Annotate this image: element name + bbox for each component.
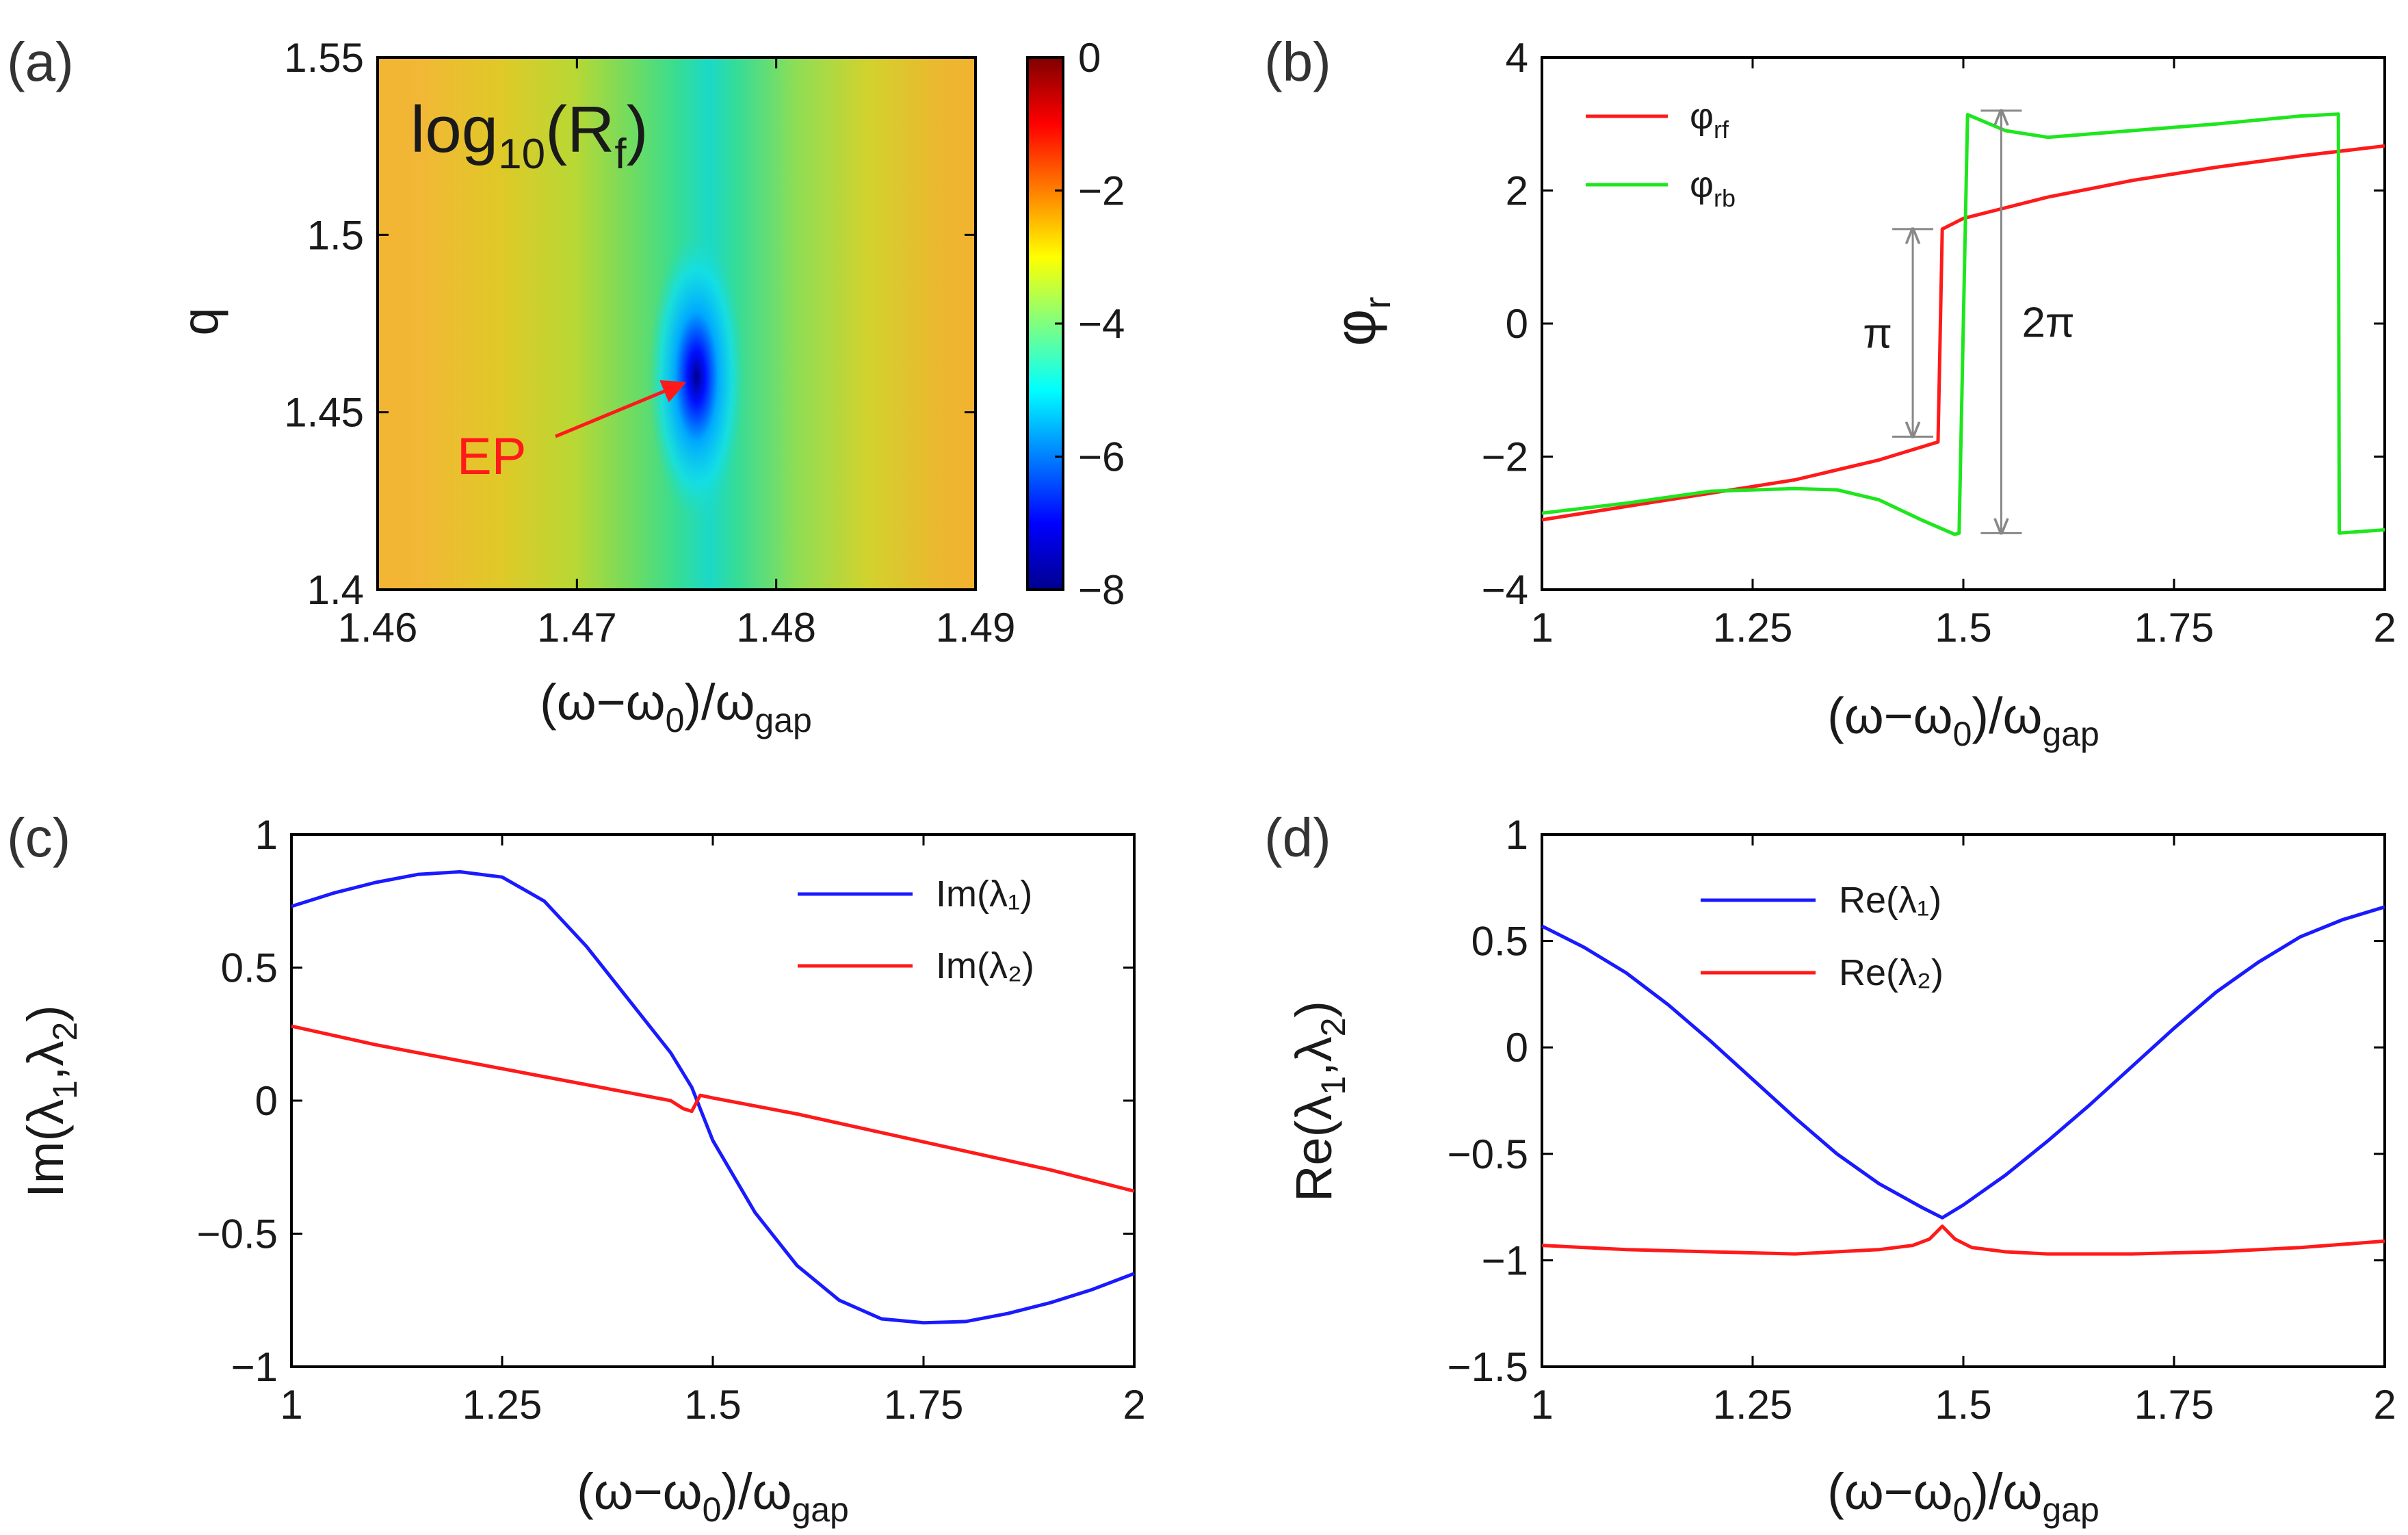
plot-d-series [1541, 905, 2385, 1256]
plot-b-x-tick-label: 2 [2373, 605, 2396, 651]
heatmap-x-tick-label: 1.47 [537, 605, 617, 651]
plot-c-legend: Im(λ₁) Im(λ₂) [798, 874, 1034, 986]
panel-d-label: (d) [1264, 807, 1331, 868]
plot-b-legend: φrf φrb [1586, 96, 1736, 212]
heatmap-x-label: (ω−ω0)/ωgap [540, 674, 812, 739]
heatmap-y-tick-label: 1.45 [284, 390, 364, 436]
legend-phi-rf: φrf [1690, 96, 1729, 144]
plot-c-y-tick-label: −0.5 [197, 1211, 278, 1257]
panel-c: (c) 1 1.25 1.5 1.75 2 1 0.5 0 −0.5 −1 Im(λ₁) Im(λ… [7, 807, 1146, 1529]
plot-c-y-tick-label: 0 [255, 1078, 278, 1124]
colorbar-tick-label: −2 [1078, 168, 1125, 214]
panel-b-label: (b) [1264, 31, 1331, 92]
heatmap-x-tick-label: 1.48 [736, 605, 816, 651]
plot-b-y-tick-label: −4 [1482, 567, 1528, 613]
panel-a: (a) 1.46 1.47 1.48 1.49 1.4 1.45 1.5 1.55 log1… [7, 31, 1125, 739]
plot-b-ticks: 1 1.25 1.5 1.75 2 4 2 0 −2 −4 [1482, 35, 2396, 651]
legend-re-lambda1: Re(λ₁) [1839, 880, 1941, 921]
phase-jump-label: π [1863, 311, 1892, 358]
heatmap-y-label: q [172, 307, 228, 335]
phase-jump-label: 2π [2021, 300, 2074, 347]
colorbar-ticks: 0 −2 −4 −6 −8 [1055, 35, 1125, 613]
heatmap-y-tick-label: 1.55 [284, 35, 364, 81]
heatmap-x-tick-label: 1.49 [936, 605, 1016, 651]
colorbar-tick-label: −6 [1078, 434, 1125, 480]
plot-d-series-2 [1541, 1224, 2385, 1256]
plot-d-x-tick-label: 2 [2373, 1382, 2396, 1428]
panel-d: (d) 1 1.25 1.5 1.75 2 1 0.5 0 −0.5 −1 −1.5 Re(λ₁) … [1264, 807, 2396, 1529]
plot-c-x-tick-label: 1.25 [462, 1382, 542, 1428]
plot-b-x-tick-label: 1.5 [1935, 605, 1991, 651]
plot-d-ticks: 1 1.25 1.5 1.75 2 1 0.5 0 −0.5 −1 −1.5 [1448, 812, 2396, 1428]
heatmap-title: log10(Rf) [410, 93, 649, 178]
plot-d-y-tick-label: −1.5 [1448, 1344, 1528, 1390]
plot-c-ticks: 1 1.25 1.5 1.75 2 1 0.5 0 −0.5 −1 [197, 812, 1146, 1428]
plot-b-y-tick-label: −2 [1482, 434, 1528, 480]
plot-b-x-tick-label: 1 [1530, 605, 1553, 651]
plot-b-annotations: π 2π [1863, 111, 2075, 534]
plot-b-series-2 [1541, 112, 2385, 536]
legend-phi-rb: φrb [1690, 164, 1736, 212]
plot-d-x-tick-label: 1.25 [1713, 1382, 1793, 1428]
plot-b-y-tick-label: 0 [1506, 301, 1528, 347]
heatmap-y-ticks: 1.4 1.45 1.5 1.55 [284, 35, 976, 613]
colorbar-tick-label: −4 [1078, 301, 1125, 347]
plot-d-y-tick-label: −0.5 [1448, 1131, 1528, 1177]
plot-b-x-tick-label: 1.25 [1713, 605, 1793, 651]
plot-b-y-tick-label: 4 [1506, 35, 1528, 81]
plot-b-y-label: φr [1323, 297, 1398, 346]
plot-d-x-tick-label: 1.75 [2134, 1382, 2214, 1428]
plot-c-x-tick-label: 1 [280, 1382, 302, 1428]
plot-c-series [291, 870, 1135, 1325]
panel-a-label: (a) [7, 31, 74, 92]
plot-d-y-label: Re(λ1,λ2) [1285, 1001, 1352, 1202]
panel-c-label: (c) [7, 807, 70, 868]
plot-c-y-tick-label: 0.5 [221, 945, 278, 991]
plot-d-y-tick-label: 0 [1506, 1025, 1528, 1071]
plot-b-x-tick-label: 1.75 [2134, 605, 2214, 651]
heatmap-minimum-region [649, 233, 745, 521]
colorbar-tick-label: −8 [1078, 567, 1125, 613]
plot-c-series-1 [291, 870, 1135, 1325]
plot-d-legend: Re(λ₁) Re(λ₂) [1701, 880, 1944, 993]
heatmap-y-tick-label: 1.5 [307, 212, 364, 258]
legend-im-lambda1: Im(λ₁) [936, 874, 1032, 915]
plot-c-x-tick-label: 2 [1123, 1382, 1145, 1428]
heatmap-x-ticks: 1.46 1.47 1.48 1.49 [338, 57, 1016, 651]
ep-arrow [555, 380, 687, 438]
plot-b-y-tick-label: 2 [1506, 168, 1528, 214]
heatmap-x-tick-label: 1.46 [338, 605, 418, 651]
plot-c-y-tick-label: 1 [255, 812, 278, 858]
plot-b-x-label: (ω−ω0)/ωgap [1827, 687, 2099, 753]
plot-d-series-1 [1541, 905, 2385, 1220]
plot-d-y-tick-label: 0.5 [1471, 919, 1528, 965]
heatmap-y-tick-label: 1.4 [307, 567, 364, 613]
colorbar-tick-label: 0 [1078, 35, 1101, 81]
legend-re-lambda2: Re(λ₂) [1839, 952, 1944, 993]
heatmap-frame [376, 56, 977, 591]
plot-b-series-1 [1541, 144, 2385, 522]
plot-d-frame [1541, 833, 2386, 1368]
plot-c-y-label: Im(λ1,λ2) [17, 1005, 84, 1198]
legend-im-lambda2: Im(λ₂) [936, 945, 1034, 986]
plot-c-x-tick-label: 1.75 [884, 1382, 964, 1428]
plot-d-x-tick-label: 1 [1530, 1382, 1553, 1428]
plot-d-y-tick-label: −1 [1482, 1237, 1528, 1283]
plot-c-y-tick-label: −1 [231, 1344, 278, 1390]
plot-c-x-tick-label: 1.5 [684, 1382, 741, 1428]
plot-d-y-tick-label: 1 [1506, 812, 1528, 858]
plot-d-x-label: (ω−ω0)/ωgap [1827, 1463, 2099, 1529]
plot-c-series-2 [291, 1024, 1135, 1193]
plot-d-x-tick-label: 1.5 [1935, 1382, 1991, 1428]
plot-c-x-label: (ω−ω0)/ωgap [577, 1463, 849, 1529]
plot-b-series [1541, 112, 2385, 536]
ep-label: EP [457, 428, 526, 486]
